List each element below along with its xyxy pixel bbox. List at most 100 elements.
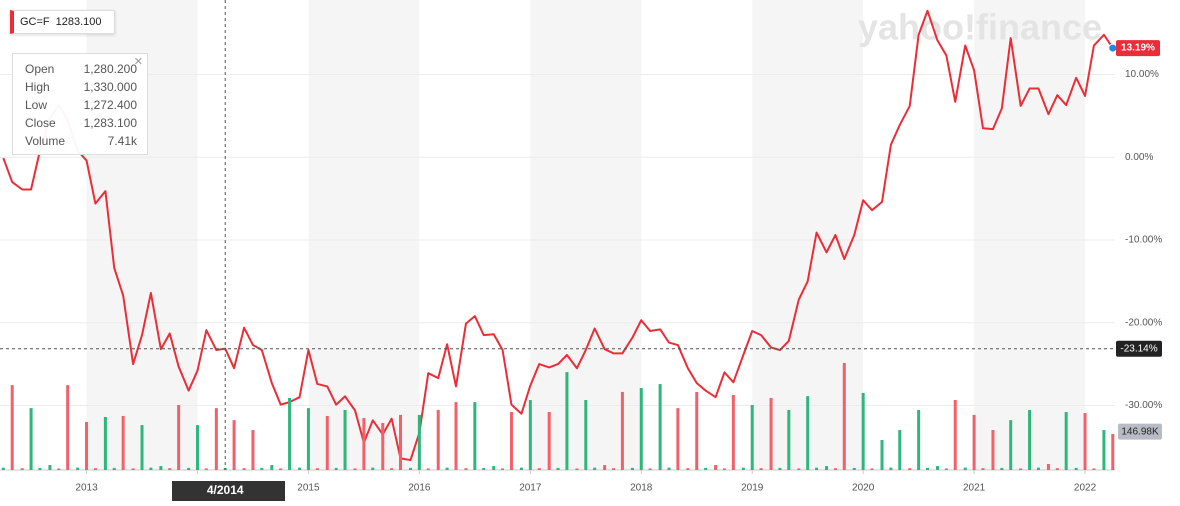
volume-bar xyxy=(187,467,191,470)
volume-bar xyxy=(20,468,24,470)
volume-bar xyxy=(214,408,218,470)
year-band xyxy=(530,0,642,470)
volume-bar xyxy=(797,468,801,470)
tooltip-value: 7.41k xyxy=(107,134,137,148)
volume-bar xyxy=(972,414,976,470)
volume-bar xyxy=(195,425,199,470)
volume-bar xyxy=(306,408,310,470)
y2-tick-label: 146.98K xyxy=(1121,426,1159,437)
y-tick-label: 10.00% xyxy=(1125,69,1159,80)
volume-bar xyxy=(750,404,754,470)
volume-bar xyxy=(1102,430,1106,470)
crosshair-y-box xyxy=(1116,340,1162,357)
volume-bar xyxy=(38,467,42,470)
volume-bar xyxy=(168,468,172,470)
volume-bar xyxy=(667,467,671,470)
tooltip-row: Open 1,280.200 xyxy=(13,60,147,78)
price: 1283.100 xyxy=(55,16,102,28)
volume-bar xyxy=(519,467,523,470)
volume-bar xyxy=(944,468,948,470)
close-icon[interactable]: ✕ xyxy=(133,56,143,68)
tooltip-label: Low xyxy=(25,98,48,112)
volume-bar xyxy=(1046,463,1050,470)
crosshair-x-box xyxy=(172,481,285,501)
volume-bar xyxy=(870,468,874,470)
symbol-tag[interactable]: GC=F 1283.100 xyxy=(10,10,115,34)
volume-bar xyxy=(1000,467,1004,470)
volume-bar xyxy=(1111,433,1115,470)
volume-bar xyxy=(603,465,607,470)
crosshair-x-label: 4/2014 xyxy=(207,483,244,497)
tooltip-value: 1,283.100 xyxy=(83,116,137,130)
volume-bar xyxy=(908,468,912,470)
volume-bar xyxy=(288,397,292,470)
volume-bar xyxy=(889,467,893,470)
volume-bar xyxy=(76,467,80,470)
year-band xyxy=(308,0,420,470)
volume-bar xyxy=(861,392,865,470)
x-tick-label: 2016 xyxy=(408,483,431,494)
volume-bar xyxy=(159,466,163,470)
last-value-label: 13.19% xyxy=(1121,43,1155,54)
volume-bar xyxy=(232,420,236,470)
volume-bar xyxy=(833,468,837,470)
volume-bar xyxy=(492,466,496,470)
tooltip-label: Close xyxy=(25,116,56,130)
last-value-box xyxy=(1116,40,1160,57)
volume-bar xyxy=(991,430,995,470)
volume-bar xyxy=(935,466,939,470)
volume-bar xyxy=(842,362,846,470)
volume-bar xyxy=(926,467,930,470)
volume-bar xyxy=(260,467,264,470)
volume-bar xyxy=(390,468,394,470)
tooltip-value: 1,272.400 xyxy=(83,98,137,112)
volume-bar xyxy=(408,467,412,470)
volume-bar xyxy=(917,409,921,470)
watermark: yahoo!finance xyxy=(858,7,1102,48)
volume-bar xyxy=(93,468,97,470)
volume-bar xyxy=(620,391,624,470)
volume-bar xyxy=(556,467,560,470)
volume-bar xyxy=(612,468,616,470)
volume-bar xyxy=(547,412,551,470)
volume-bar xyxy=(131,468,135,470)
volume-bar xyxy=(741,467,745,470)
y-tick-label: 0.00% xyxy=(1125,152,1153,163)
crosshair-y-label: -23.14% xyxy=(1120,343,1157,354)
volume-bar xyxy=(121,415,125,470)
volume-bar xyxy=(325,415,329,470)
last-point xyxy=(1108,43,1118,53)
volume-bar xyxy=(630,467,634,470)
volume-bar xyxy=(528,400,532,470)
y-tick-label: -20.00% xyxy=(1125,317,1162,328)
volume-bar xyxy=(57,468,61,470)
x-tick-label: 2017 xyxy=(519,483,542,494)
volume-bar xyxy=(381,423,385,470)
volume-bar xyxy=(537,468,541,470)
volume-bar xyxy=(1083,413,1087,470)
volume-bar xyxy=(371,467,375,470)
volume-bar xyxy=(1036,467,1040,470)
volume-bar xyxy=(103,416,107,470)
tooltip-row: Close 1,283.100 xyxy=(13,114,147,132)
volume-bar xyxy=(769,397,773,470)
volume-bar xyxy=(1092,468,1096,470)
tooltip-label: Volume xyxy=(25,134,66,148)
tooltip-value: 1,280.200 xyxy=(83,62,137,76)
volume-bar xyxy=(315,468,319,470)
volume-bar xyxy=(658,384,662,470)
volume-bar xyxy=(10,385,14,470)
volume-bar xyxy=(648,468,652,470)
volume-bar xyxy=(353,468,357,470)
volume-bar xyxy=(722,468,726,470)
tooltip-row: High 1,330.000 xyxy=(13,78,147,96)
volume-bar xyxy=(473,402,477,470)
volume-bar xyxy=(852,467,856,470)
volume-bar xyxy=(639,388,643,470)
volume-bar xyxy=(204,468,208,470)
volume-bar xyxy=(575,468,579,470)
x-tick-label: 2022 xyxy=(1074,483,1097,494)
volume-bar xyxy=(242,468,246,470)
volume-bar xyxy=(1019,468,1023,470)
volume-bar xyxy=(898,430,902,470)
